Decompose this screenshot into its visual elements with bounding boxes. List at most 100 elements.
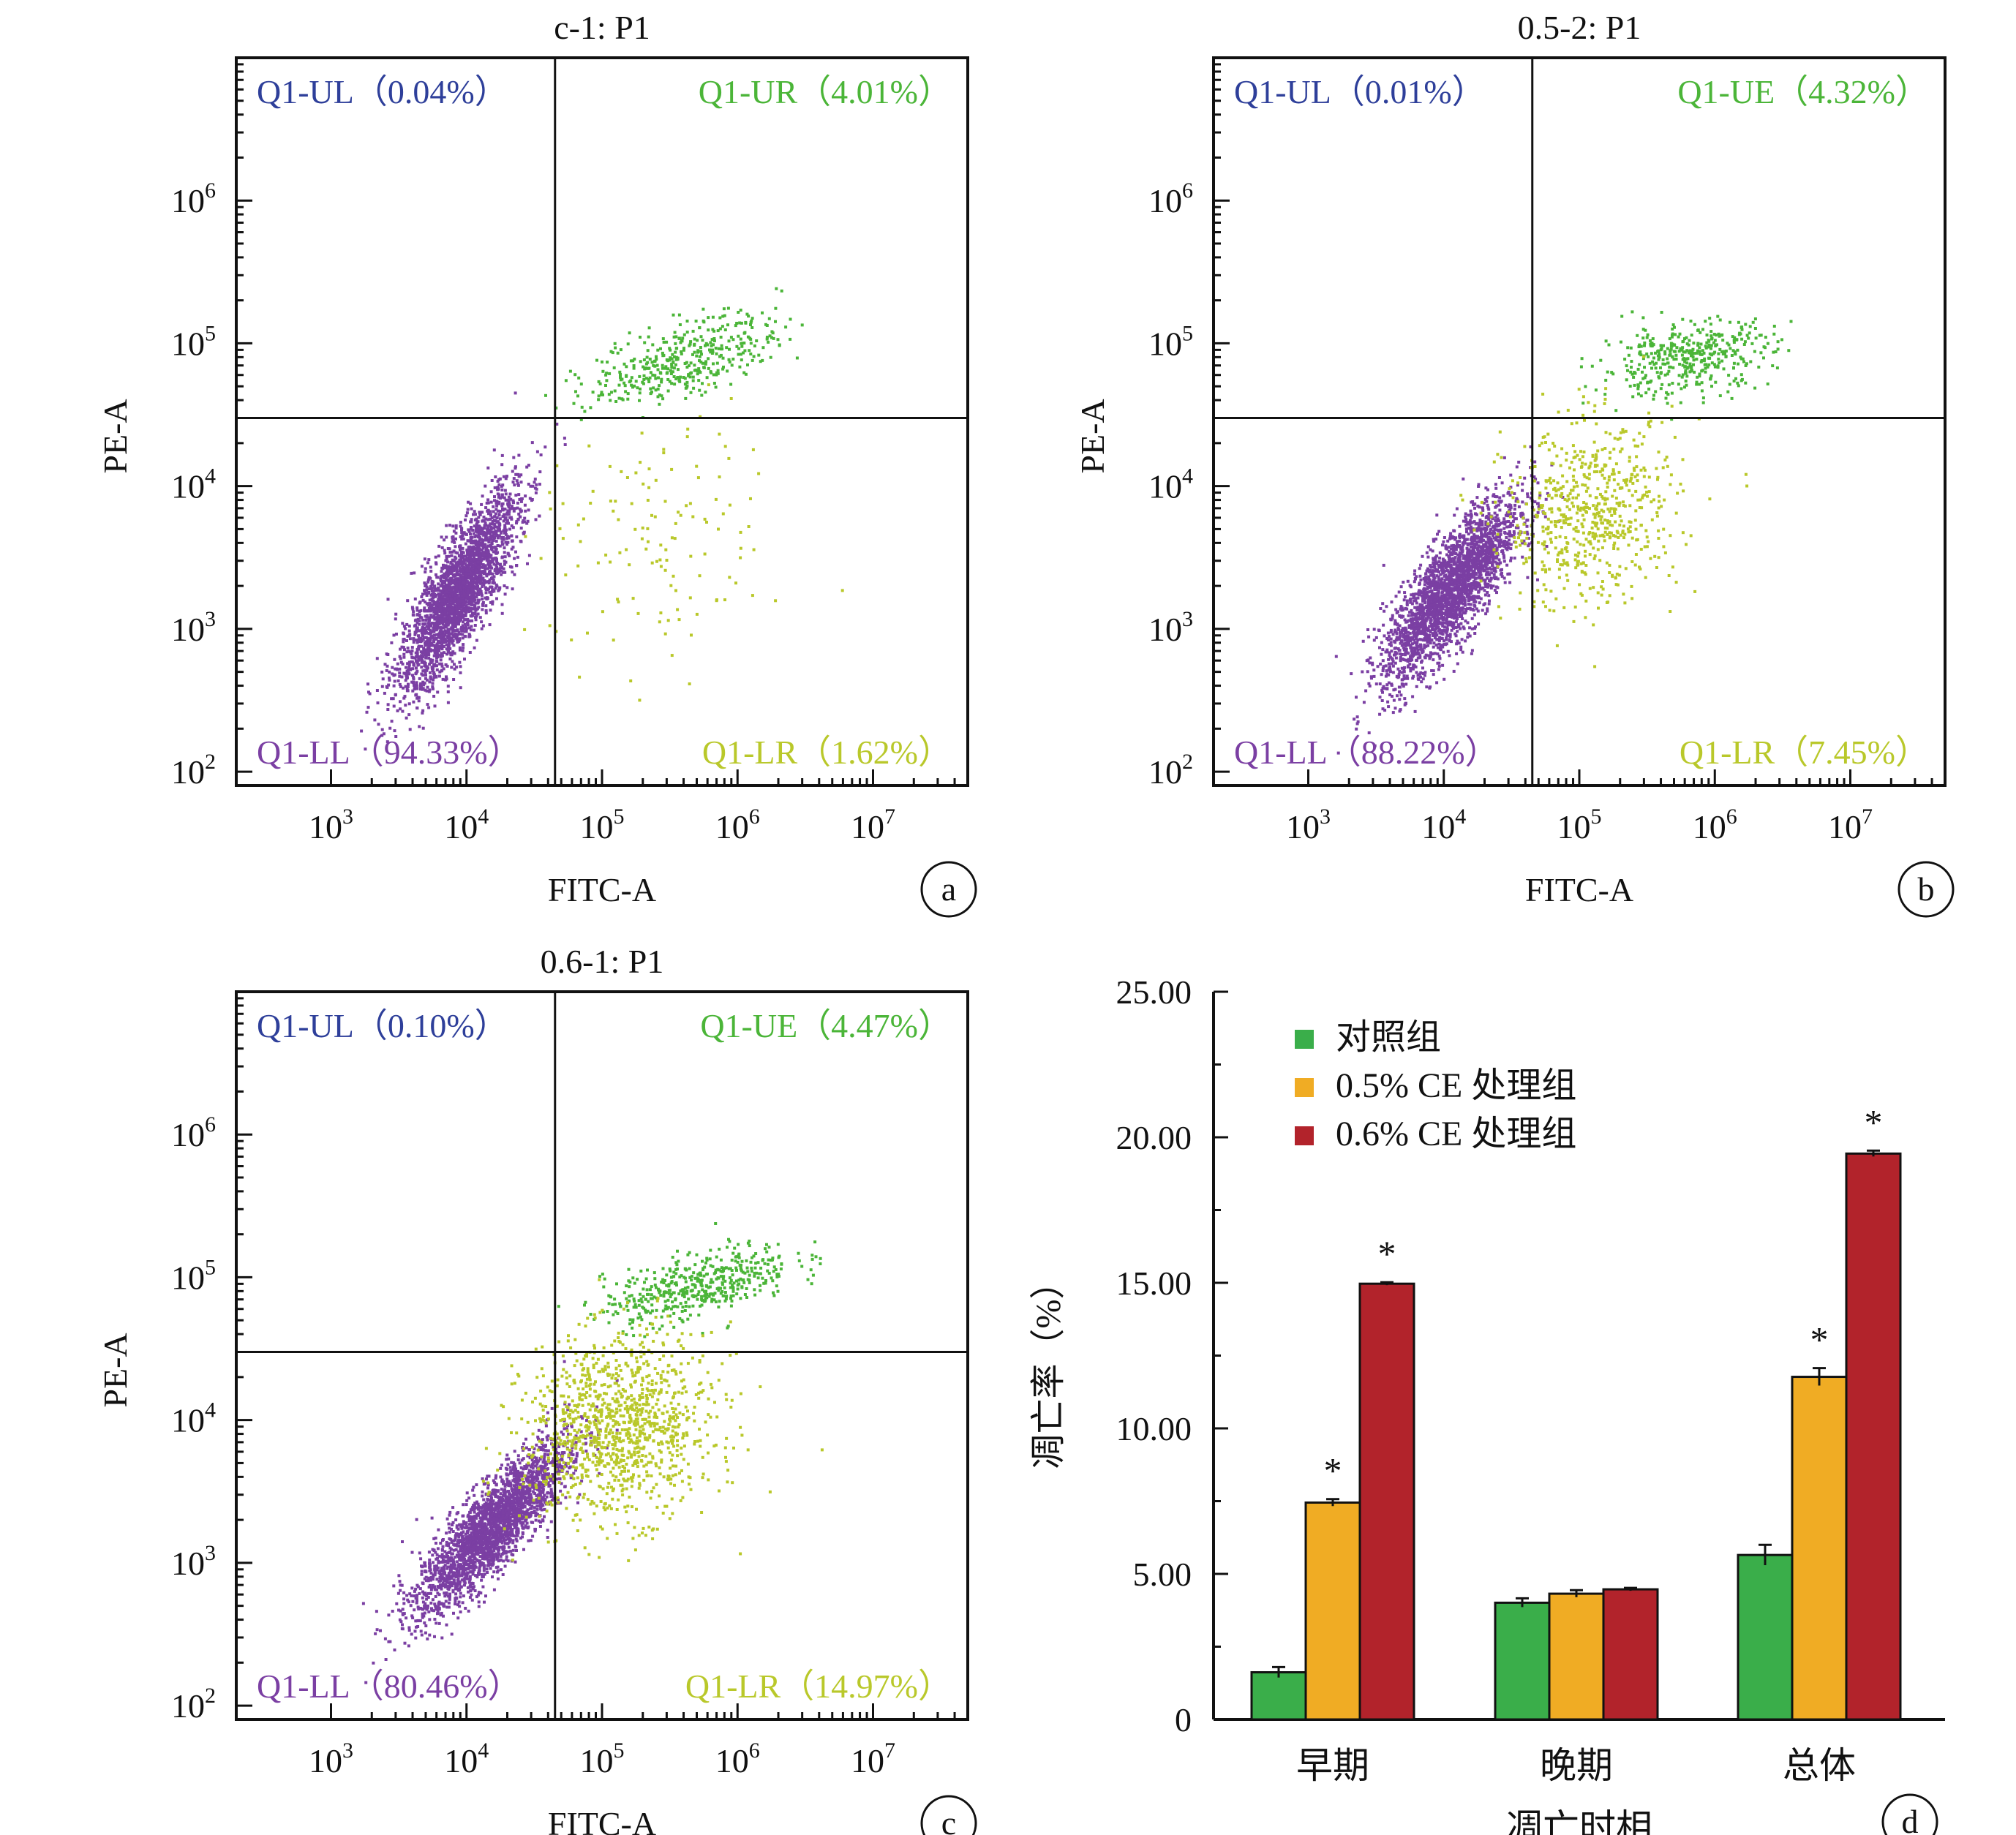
data-point bbox=[1407, 657, 1410, 661]
data-point bbox=[1437, 578, 1440, 581]
data-point bbox=[1407, 625, 1411, 629]
data-point bbox=[1495, 513, 1499, 517]
data-point bbox=[607, 393, 611, 396]
data-point bbox=[492, 562, 496, 566]
data-point bbox=[673, 537, 677, 540]
data-point bbox=[489, 544, 493, 548]
data-point bbox=[456, 614, 460, 617]
data-point bbox=[451, 535, 454, 539]
data-point bbox=[486, 512, 490, 516]
data-point bbox=[1448, 584, 1451, 588]
data-point bbox=[422, 630, 426, 634]
data-point bbox=[429, 624, 433, 628]
data-point bbox=[415, 628, 418, 631]
scatter-points bbox=[1334, 310, 1793, 755]
data-point bbox=[427, 690, 431, 693]
data-point bbox=[401, 662, 405, 666]
data-point bbox=[422, 652, 426, 655]
data-point bbox=[486, 508, 490, 512]
data-point bbox=[1481, 533, 1484, 537]
data-point bbox=[679, 513, 682, 517]
data-point bbox=[1379, 663, 1383, 666]
data-point bbox=[1450, 600, 1453, 603]
data-point bbox=[1381, 648, 1385, 652]
data-point bbox=[511, 526, 515, 530]
data-point bbox=[1498, 508, 1502, 512]
data-point bbox=[1426, 555, 1430, 559]
data-point bbox=[1423, 645, 1426, 648]
data-point bbox=[504, 540, 508, 544]
data-point bbox=[491, 519, 494, 523]
data-point bbox=[714, 385, 718, 389]
data-point bbox=[749, 497, 752, 500]
data-point bbox=[1449, 563, 1453, 567]
panel-title: 0.5-2: P1 bbox=[1518, 9, 1641, 46]
data-point bbox=[427, 587, 431, 591]
data-point bbox=[452, 569, 456, 572]
data-point bbox=[775, 287, 778, 290]
data-point bbox=[485, 547, 488, 551]
data-point bbox=[451, 624, 454, 628]
data-point bbox=[428, 680, 432, 684]
data-point bbox=[1402, 598, 1406, 602]
data-point bbox=[478, 555, 482, 559]
panel-title: c-1: P1 bbox=[554, 9, 650, 46]
data-point bbox=[492, 527, 496, 530]
data-point bbox=[617, 600, 620, 604]
data-point bbox=[405, 666, 407, 669]
data-point bbox=[1521, 541, 1524, 545]
data-point bbox=[1368, 661, 1372, 665]
data-point bbox=[1434, 636, 1437, 640]
data-point bbox=[707, 316, 710, 320]
data-point bbox=[1456, 560, 1459, 564]
data-point bbox=[454, 593, 456, 597]
data-point bbox=[662, 451, 666, 455]
data-point bbox=[1457, 641, 1461, 645]
data-point bbox=[465, 567, 469, 570]
data-point bbox=[458, 577, 462, 581]
data-point bbox=[1443, 639, 1445, 643]
data-point bbox=[748, 349, 751, 353]
data-point bbox=[1447, 590, 1451, 594]
data-point bbox=[424, 654, 428, 657]
data-point bbox=[464, 618, 467, 622]
data-point bbox=[1444, 601, 1448, 605]
data-point bbox=[448, 588, 451, 592]
data-point bbox=[617, 383, 621, 387]
data-point bbox=[1416, 638, 1420, 641]
data-point bbox=[496, 480, 500, 483]
data-point bbox=[699, 346, 702, 349]
data-point bbox=[435, 664, 438, 668]
data-point bbox=[415, 681, 418, 685]
data-point bbox=[534, 518, 538, 521]
data-point bbox=[511, 546, 515, 549]
data-point bbox=[1467, 594, 1470, 598]
data-point bbox=[502, 536, 505, 539]
data-point bbox=[748, 336, 752, 340]
data-point bbox=[1425, 581, 1429, 584]
data-point bbox=[746, 363, 749, 366]
data-point bbox=[554, 406, 558, 410]
data-point bbox=[644, 362, 648, 366]
data-point bbox=[1416, 596, 1420, 600]
data-point bbox=[451, 586, 455, 589]
data-point bbox=[1380, 673, 1383, 677]
data-point bbox=[448, 618, 452, 622]
data-point bbox=[404, 704, 407, 707]
data-point bbox=[470, 527, 473, 530]
data-point bbox=[468, 557, 472, 560]
data-point bbox=[1509, 543, 1513, 546]
data-point bbox=[407, 663, 411, 667]
data-point bbox=[452, 590, 456, 594]
data-point bbox=[1468, 626, 1472, 630]
data-point bbox=[677, 313, 681, 317]
data-point bbox=[435, 650, 439, 654]
data-point bbox=[1467, 532, 1470, 536]
data-point bbox=[463, 630, 467, 633]
data-point bbox=[1454, 548, 1458, 551]
data-point bbox=[1494, 486, 1498, 490]
data-point bbox=[671, 353, 674, 356]
data-point bbox=[413, 687, 416, 691]
data-point bbox=[1336, 751, 1340, 755]
data-point bbox=[483, 527, 486, 530]
